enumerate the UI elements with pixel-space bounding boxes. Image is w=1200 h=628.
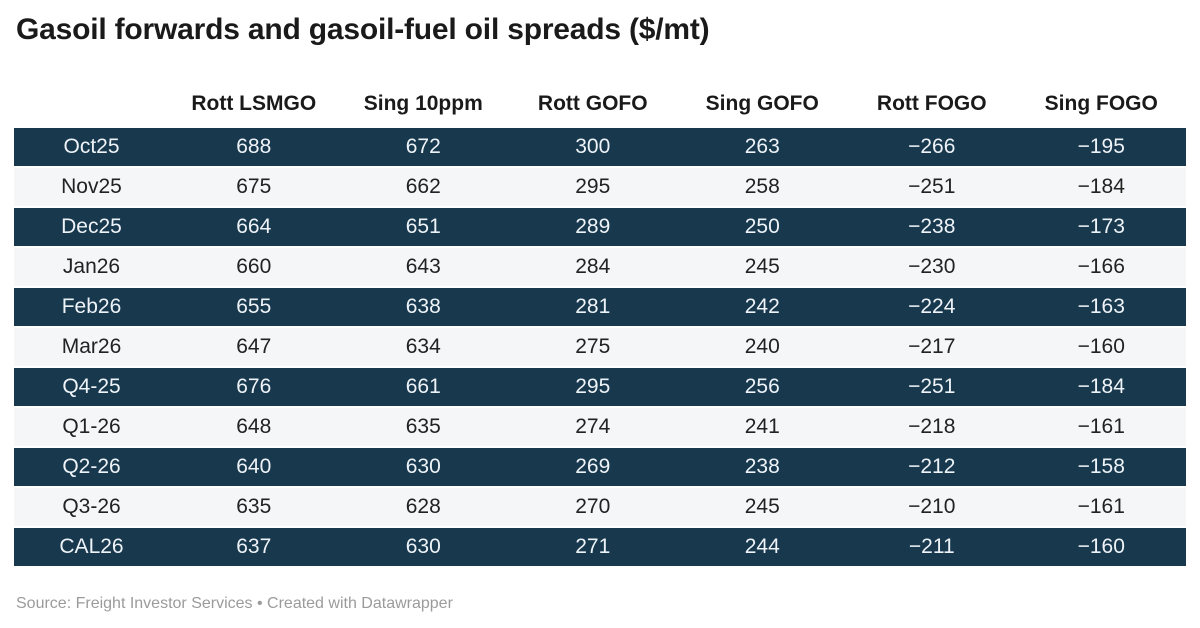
cell-value: 275 (575, 335, 611, 358)
row-label: Q3-26 (62, 495, 121, 518)
table-header-row: Rott LSMGO Sing 10ppm Rott GOFO Sing GOFO Ro… (14, 48, 1186, 128)
cell-value: 270 (575, 495, 611, 518)
cell-value: 244 (744, 535, 780, 558)
cell-value: 661 (405, 375, 441, 398)
cell-value: −161 (1077, 495, 1125, 518)
row-label: CAL26 (59, 535, 124, 558)
cell-value: 648 (236, 415, 272, 438)
cell-value: 634 (405, 335, 441, 358)
source-attribution: Source: Freight Investor Services • Crea… (16, 595, 453, 612)
cell-value: 241 (744, 415, 780, 438)
row-label: Nov25 (61, 175, 122, 198)
row-label: Q1-26 (62, 415, 121, 438)
cell-value: 676 (236, 375, 272, 398)
column-header-sing-fogo: Sing FOGO (1044, 92, 1158, 115)
table-row-q1-26: Q1-26 648 635 274 241 −218 −161 (14, 408, 1186, 448)
table-row-q3-26: Q3-26 635 628 270 245 −210 −161 (14, 488, 1186, 528)
cell-value: 245 (744, 255, 780, 278)
cell-value: −195 (1077, 135, 1125, 158)
cell-value: 238 (744, 455, 780, 478)
cell-value: 643 (405, 255, 441, 278)
cell-value: −184 (1077, 175, 1125, 198)
cell-value: 664 (236, 215, 272, 238)
cell-value: −212 (908, 455, 956, 478)
cell-value: −266 (908, 135, 956, 158)
cell-value: −160 (1077, 335, 1125, 358)
cell-value: −224 (908, 295, 956, 318)
cell-value: 258 (744, 175, 780, 198)
cell-value: 638 (405, 295, 441, 318)
cell-value: 688 (236, 135, 272, 158)
table-row-feb26: Feb26 655 638 281 242 −224 −163 (14, 288, 1186, 328)
table-row-oct25: Oct25 688 672 300 263 −266 −195 (14, 128, 1186, 168)
cell-value: 651 (405, 215, 441, 238)
cell-value: 675 (236, 175, 272, 198)
cell-value: 281 (575, 295, 611, 318)
row-label: Dec25 (61, 215, 122, 238)
cell-value: 635 (405, 415, 441, 438)
column-header-rott-fogo: Rott FOGO (876, 92, 987, 115)
cell-value: 630 (405, 455, 441, 478)
cell-value: 295 (575, 175, 611, 198)
cell-value: −251 (908, 375, 956, 398)
cell-value: −230 (908, 255, 956, 278)
row-label: Oct25 (63, 135, 120, 158)
cell-value: 271 (575, 535, 611, 558)
cell-value: −184 (1077, 375, 1125, 398)
row-label: Jan26 (62, 255, 121, 278)
cell-value: 245 (744, 495, 780, 518)
cell-value: 256 (744, 375, 780, 398)
cell-value: 250 (744, 215, 780, 238)
cell-value: 655 (236, 295, 272, 318)
row-label: Feb26 (61, 295, 122, 318)
table-row-jan26: Jan26 660 643 284 245 −230 −166 (14, 248, 1186, 288)
cell-value: −251 (908, 175, 956, 198)
cell-value: 630 (405, 535, 441, 558)
cell-value: 240 (744, 335, 780, 358)
cell-value: −218 (908, 415, 956, 438)
cell-value: 660 (236, 255, 272, 278)
cell-value: −158 (1077, 455, 1125, 478)
cell-value: −161 (1077, 415, 1125, 438)
cell-value: −211 (908, 535, 955, 558)
table-row-nov25: Nov25 675 662 295 258 −251 −184 (14, 168, 1186, 208)
column-header-rott-lsmgo: Rott LSMGO (191, 92, 317, 115)
cell-value: 300 (575, 135, 611, 158)
table-row-dec25: Dec25 664 651 289 250 −238 −173 (14, 208, 1186, 248)
row-label: Mar26 (61, 335, 122, 358)
table-row-cal26: CAL26 637 630 271 244 −211 −160 (14, 528, 1186, 568)
column-header-sing-gofo: Sing GOFO (705, 92, 819, 115)
chart-title: Gasoil forwards and gasoil-fuel oil spre… (16, 13, 710, 46)
cell-value: −163 (1077, 295, 1125, 318)
cell-value: 640 (236, 455, 272, 478)
cell-value: 295 (575, 375, 611, 398)
cell-value: −173 (1077, 215, 1125, 238)
cell-value: 274 (575, 415, 611, 438)
cell-value: 242 (744, 295, 780, 318)
cell-value: 284 (575, 255, 611, 278)
row-label: Q4-25 (62, 375, 121, 398)
cell-value: 662 (405, 175, 441, 198)
cell-value: 289 (575, 215, 611, 238)
table-body: Oct25 688 672 300 263 −266 −195 Nov25 675 662 295 2… (14, 128, 1186, 568)
cell-value: 269 (575, 455, 611, 478)
cell-value: −238 (908, 215, 956, 238)
row-label: Q2-26 (62, 455, 121, 478)
cell-value: 628 (405, 495, 441, 518)
table-row-mar26: Mar26 647 634 275 240 −217 −160 (14, 328, 1186, 368)
cell-value: 672 (405, 135, 441, 158)
column-header-sing-10ppm: Sing 10ppm (363, 92, 483, 115)
table-row-q2-26: Q2-26 640 630 269 238 −212 −158 (14, 448, 1186, 488)
cell-value: 263 (744, 135, 780, 158)
cell-value: 647 (236, 335, 272, 358)
cell-value: −166 (1077, 255, 1125, 278)
cell-value: 635 (236, 495, 272, 518)
cell-value: −160 (1077, 535, 1125, 558)
cell-value: −217 (908, 335, 956, 358)
table-row-q4-25: Q4-25 676 661 295 256 −251 −184 (14, 368, 1186, 408)
column-header-rott-gofo: Rott GOFO (537, 92, 648, 115)
cell-value: −210 (908, 495, 956, 518)
cell-value: 637 (236, 535, 272, 558)
